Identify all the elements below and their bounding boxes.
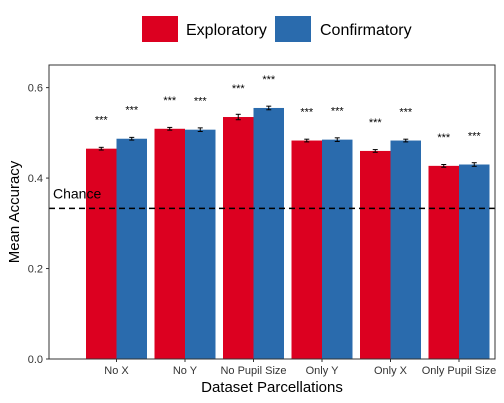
chance-reference: Chance: [49, 185, 495, 210]
plot-panel-border: [48, 64, 496, 360]
significance-label: ***: [468, 131, 482, 143]
legend-label: Confirmatory: [320, 22, 412, 39]
significance-label: ***: [194, 96, 208, 108]
x-axis-title: Dataset Parcellations: [201, 379, 343, 396]
bar: [253, 107, 284, 359]
bar: [86, 148, 117, 359]
axes: No X No Y No Pupil Size Only Y Only X Only Pu…: [6, 64, 497, 396]
x-tick-label: Only Pupil Size: [422, 365, 497, 377]
bar: [291, 140, 322, 359]
bar: [428, 165, 459, 359]
bar: [154, 128, 185, 359]
error-bar-group: [98, 105, 477, 168]
y-tick-label: 0.4: [28, 173, 43, 185]
significance-label: ***: [95, 115, 109, 127]
x-tick-label: Only X: [374, 365, 408, 377]
legend-swatch: [275, 16, 311, 42]
bar: [459, 164, 490, 359]
legend-swatch: [142, 16, 178, 42]
x-tick-label: No Pupil Size: [220, 365, 286, 377]
significance-label: ***: [300, 107, 314, 119]
bar: [223, 117, 254, 359]
significance-label: ***: [331, 106, 345, 118]
x-tick-label: Only Y: [306, 365, 339, 377]
legend: Exploratory Confirmatory: [142, 16, 412, 42]
bar: [360, 150, 391, 359]
significance-label: ***: [232, 83, 246, 95]
legend-label: Exploratory: [186, 22, 267, 39]
y-tick-label: 0.2: [28, 264, 43, 276]
significance-label: ***: [399, 107, 413, 119]
x-tick-label: No Y: [173, 365, 198, 377]
significance-label: ***: [262, 74, 276, 86]
y-tick-label: 0.0: [28, 354, 43, 366]
bar: [116, 138, 147, 359]
y-tick-label: 0.6: [28, 83, 43, 95]
significance-label: ***: [369, 117, 383, 129]
significance-label-group: *** *** *** *** *** *** *** *** *** *** *** ***: [95, 74, 482, 144]
bar: [322, 139, 353, 359]
bar: [390, 140, 421, 359]
significance-label: ***: [163, 95, 177, 107]
x-tick-label: No X: [104, 365, 129, 377]
bar: [185, 129, 216, 359]
significance-label: ***: [437, 132, 451, 144]
significance-label: ***: [125, 105, 139, 117]
y-axis-title: Mean Accuracy: [6, 160, 23, 263]
bar-group: [86, 107, 490, 359]
chance-label: Chance: [53, 185, 101, 201]
